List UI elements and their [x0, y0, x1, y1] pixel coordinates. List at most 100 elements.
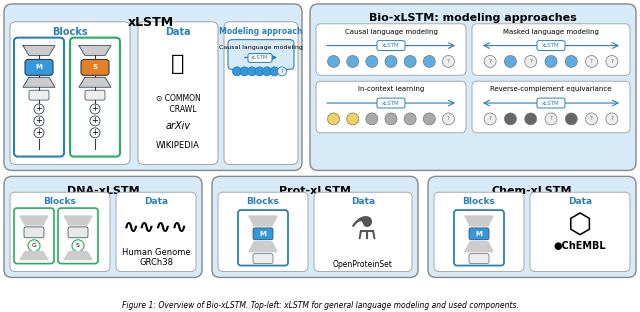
Text: xLSTM: xLSTM — [382, 100, 400, 105]
FancyBboxPatch shape — [537, 41, 565, 51]
Text: M: M — [260, 231, 266, 237]
Text: Data: Data — [351, 197, 375, 206]
Text: ?: ? — [447, 59, 450, 64]
Circle shape — [586, 56, 598, 67]
Polygon shape — [20, 216, 48, 225]
FancyBboxPatch shape — [212, 176, 418, 277]
Text: S: S — [76, 243, 80, 248]
Circle shape — [34, 116, 44, 126]
Text: +: + — [36, 128, 42, 137]
Text: Masked language modeling: Masked language modeling — [503, 29, 599, 35]
FancyBboxPatch shape — [81, 60, 109, 75]
Polygon shape — [465, 242, 493, 252]
Circle shape — [606, 56, 618, 67]
Circle shape — [90, 104, 100, 114]
Text: ⚗: ⚗ — [349, 217, 377, 246]
Text: ?: ? — [280, 69, 284, 74]
FancyBboxPatch shape — [85, 90, 105, 100]
Circle shape — [328, 113, 340, 125]
Circle shape — [565, 56, 577, 67]
FancyBboxPatch shape — [25, 60, 53, 75]
Text: ?: ? — [611, 116, 613, 121]
Circle shape — [347, 113, 358, 125]
FancyBboxPatch shape — [253, 228, 273, 240]
Circle shape — [255, 67, 264, 76]
Polygon shape — [23, 77, 55, 87]
FancyBboxPatch shape — [472, 24, 630, 75]
Circle shape — [278, 67, 287, 76]
Text: ∿∿∿∿: ∿∿∿∿ — [124, 218, 189, 237]
Text: +: + — [92, 128, 99, 137]
FancyBboxPatch shape — [469, 228, 489, 240]
Polygon shape — [79, 77, 111, 87]
Circle shape — [545, 56, 557, 67]
Polygon shape — [249, 242, 277, 252]
Text: Causal language modeling: Causal language modeling — [219, 45, 303, 50]
FancyBboxPatch shape — [537, 98, 565, 108]
FancyBboxPatch shape — [10, 192, 110, 271]
Text: ?: ? — [590, 59, 593, 64]
Circle shape — [385, 56, 397, 67]
Text: +: + — [36, 116, 42, 125]
Circle shape — [404, 56, 416, 67]
Text: OpenProteinSet: OpenProteinSet — [333, 260, 393, 269]
Circle shape — [28, 240, 40, 252]
Circle shape — [484, 56, 496, 67]
Circle shape — [525, 56, 537, 67]
Polygon shape — [249, 216, 277, 226]
FancyBboxPatch shape — [218, 192, 308, 271]
Text: ?: ? — [611, 59, 613, 64]
Text: Modeling approach: Modeling approach — [220, 27, 303, 36]
FancyBboxPatch shape — [70, 38, 120, 157]
Text: xLSTM: xLSTM — [542, 100, 560, 105]
Text: DNA-xLSTM: DNA-xLSTM — [67, 186, 140, 196]
Text: ⬡: ⬡ — [575, 221, 585, 231]
FancyBboxPatch shape — [253, 254, 273, 264]
Circle shape — [545, 113, 557, 125]
Circle shape — [262, 67, 271, 76]
Circle shape — [504, 56, 516, 67]
FancyBboxPatch shape — [248, 54, 272, 62]
Circle shape — [240, 67, 249, 76]
FancyBboxPatch shape — [68, 227, 88, 238]
Text: ?: ? — [529, 59, 532, 64]
FancyBboxPatch shape — [377, 98, 405, 108]
FancyBboxPatch shape — [469, 254, 489, 264]
Text: M: M — [36, 64, 42, 71]
Text: ?: ? — [489, 59, 492, 64]
FancyBboxPatch shape — [24, 227, 44, 238]
Circle shape — [34, 128, 44, 138]
FancyBboxPatch shape — [454, 210, 504, 266]
FancyBboxPatch shape — [472, 81, 630, 133]
Text: In-context learning: In-context learning — [358, 86, 424, 92]
Circle shape — [34, 104, 44, 114]
Text: Figure 1: Overview of Bio-xLSTM. Top-left: xLSTM for general language modeling a: Figure 1: Overview of Bio-xLSTM. Top-lef… — [122, 301, 518, 310]
FancyBboxPatch shape — [428, 176, 636, 277]
FancyBboxPatch shape — [310, 4, 636, 170]
Circle shape — [423, 113, 435, 125]
Circle shape — [404, 113, 416, 125]
FancyBboxPatch shape — [316, 24, 466, 75]
Text: ⬡: ⬡ — [568, 212, 592, 240]
Text: ?: ? — [489, 116, 492, 121]
Text: ⊙ COMMON
    CRAWL: ⊙ COMMON CRAWL — [156, 94, 200, 114]
Circle shape — [586, 113, 598, 125]
Circle shape — [90, 128, 100, 138]
Text: ?: ? — [590, 116, 593, 121]
FancyBboxPatch shape — [377, 41, 405, 51]
Text: 🦙: 🦙 — [172, 54, 185, 74]
FancyBboxPatch shape — [58, 208, 98, 264]
Circle shape — [525, 113, 537, 125]
Text: Blocks: Blocks — [463, 197, 495, 206]
Circle shape — [606, 113, 618, 125]
Text: +: + — [36, 105, 42, 114]
Text: Data: Data — [568, 197, 592, 206]
FancyBboxPatch shape — [4, 4, 302, 170]
Text: Prot-xLSTM: Prot-xLSTM — [279, 186, 351, 196]
FancyBboxPatch shape — [224, 22, 298, 164]
FancyBboxPatch shape — [116, 192, 196, 271]
Text: Data: Data — [144, 197, 168, 206]
FancyBboxPatch shape — [14, 38, 64, 157]
Circle shape — [366, 56, 378, 67]
Text: +: + — [92, 105, 99, 114]
